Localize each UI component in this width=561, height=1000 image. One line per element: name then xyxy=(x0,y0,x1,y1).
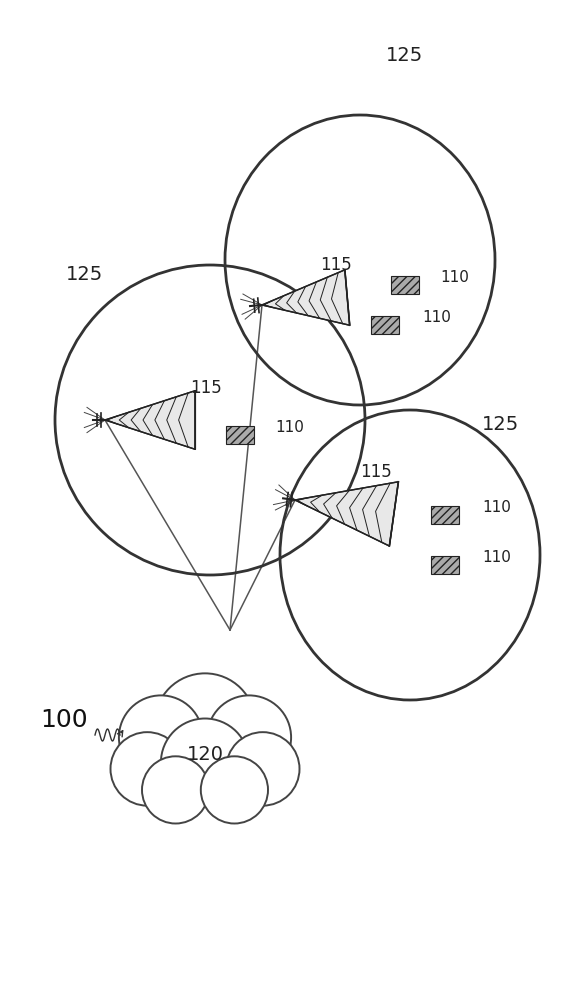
Bar xyxy=(431,506,459,524)
Text: 115: 115 xyxy=(320,256,352,274)
Text: 110: 110 xyxy=(440,270,469,285)
Polygon shape xyxy=(295,482,398,546)
Text: 100: 100 xyxy=(40,708,88,732)
Bar xyxy=(431,556,459,574)
Bar xyxy=(391,276,419,294)
Bar xyxy=(226,426,254,444)
Circle shape xyxy=(111,732,184,806)
Polygon shape xyxy=(105,391,195,449)
Text: 110: 110 xyxy=(482,550,511,566)
Text: 125: 125 xyxy=(387,46,424,65)
Text: 120: 120 xyxy=(186,745,223,764)
Circle shape xyxy=(155,673,255,774)
Text: 125: 125 xyxy=(481,416,518,434)
Polygon shape xyxy=(262,270,350,325)
Text: 115: 115 xyxy=(190,379,222,397)
Text: 110: 110 xyxy=(422,310,451,326)
Circle shape xyxy=(142,756,209,824)
Circle shape xyxy=(161,718,249,807)
Bar xyxy=(371,316,399,334)
Text: 115: 115 xyxy=(360,463,392,481)
Text: 125: 125 xyxy=(66,265,104,284)
Circle shape xyxy=(226,732,300,806)
Circle shape xyxy=(119,695,203,779)
Text: 110: 110 xyxy=(482,500,511,516)
Text: 110: 110 xyxy=(275,420,304,434)
Circle shape xyxy=(207,695,291,779)
Circle shape xyxy=(201,756,268,824)
